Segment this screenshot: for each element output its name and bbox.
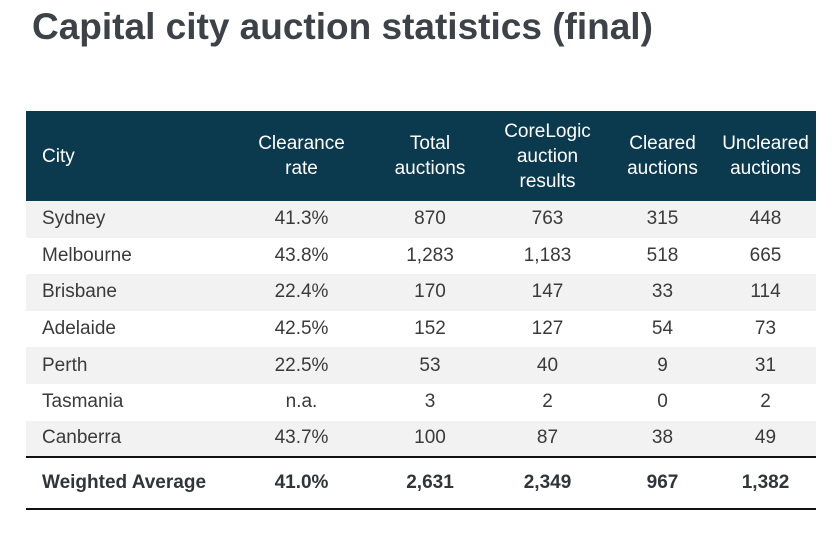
- cell-city: Tasmania: [42, 391, 124, 413]
- cell-corelogic: 87: [536, 427, 559, 449]
- cell-uncleared: 665: [749, 244, 782, 266]
- cell-total: 870: [414, 208, 446, 230]
- footer-cleared: 967: [610, 456, 715, 511]
- cell-corelogic: 127: [531, 318, 564, 340]
- cell-city: Adelaide: [42, 318, 116, 340]
- footer-uncleared: 1,382: [715, 456, 816, 511]
- cell-city: Sydney: [42, 208, 106, 230]
- cell-city: Brisbane: [42, 281, 117, 303]
- cell-total: 1,283: [406, 244, 454, 266]
- header-total-auctions-line2: auctions: [394, 158, 466, 179]
- header-cleared-auctions: Cleared auctions: [610, 111, 715, 201]
- table-row: Brisbane 22.4% 170 147 33 114: [26, 274, 816, 311]
- header-clearance-rate-line2: rate: [285, 158, 318, 179]
- cell-corelogic: 147: [531, 281, 564, 303]
- header-corelogic-line1: CoreLogic: [504, 120, 591, 142]
- cell-cleared: 33: [651, 281, 674, 303]
- page-title: Capital city auction statistics (final): [32, 6, 653, 47]
- footer-corelogic: 2,349: [485, 456, 610, 511]
- table-row: Perth 22.5% 53 40 9 31: [26, 347, 816, 384]
- cell-cleared: 0: [657, 391, 668, 413]
- cell-clearance-rate: n.a.: [285, 391, 318, 413]
- header-corelogic-line3: results: [519, 170, 576, 192]
- cell-cleared: 9: [657, 354, 668, 376]
- cell-clearance-rate: 41.3%: [274, 208, 329, 230]
- header-city: City: [42, 145, 75, 167]
- cell-corelogic: 1,183: [523, 244, 572, 266]
- cell-cleared: 54: [651, 318, 674, 340]
- table-row: Sydney 41.3% 870 763 315 448: [26, 201, 816, 238]
- table-row: Canberra 43.7% 100 87 38 49: [26, 420, 816, 458]
- cell-uncleared: 31: [754, 354, 777, 376]
- cell-clearance-rate: 42.5%: [274, 318, 329, 340]
- header-uncleared-line2: auctions: [730, 158, 801, 179]
- header-cleared-line1: Cleared: [629, 133, 696, 154]
- cell-city: Canberra: [42, 427, 122, 449]
- table-row: Melbourne 43.8% 1,283 1,183 518 665: [26, 237, 816, 275]
- header-uncleared-auctions: Uncleared auctions: [715, 111, 816, 201]
- cell-city: Melbourne: [42, 244, 132, 266]
- header-total-auctions-line1: Total: [409, 133, 451, 154]
- table-row: Tasmania n.a. 3 2 0 2: [26, 383, 816, 421]
- cell-clearance-rate: 22.4%: [274, 281, 329, 303]
- cell-uncleared: 2: [760, 391, 771, 413]
- header-uncleared-line1: Uncleared: [722, 133, 809, 154]
- cell-total: 170: [414, 281, 446, 303]
- cell-corelogic: 2: [542, 391, 553, 413]
- footer-city: Weighted Average: [26, 456, 228, 511]
- cell-uncleared: 49: [754, 427, 777, 449]
- cell-cleared: 38: [651, 427, 674, 449]
- cell-cleared: 518: [646, 244, 679, 266]
- auction-statistics-table: City Clearance rate Total auctions CoreL…: [26, 111, 816, 511]
- cell-total: 152: [414, 318, 446, 340]
- cell-corelogic: 40: [536, 354, 559, 376]
- table-row: Adelaide 42.5% 152 127 54 73: [26, 310, 816, 348]
- cell-uncleared: 448: [749, 208, 782, 230]
- cell-corelogic: 763: [531, 208, 564, 230]
- cell-clearance-rate: 22.5%: [274, 354, 329, 376]
- header-cleared-line2: auctions: [627, 158, 698, 179]
- footer-clearance-rate: 41.0%: [228, 456, 375, 511]
- header-clearance-rate-line1: Clearance: [258, 133, 345, 154]
- cell-clearance-rate: 43.8%: [274, 244, 329, 266]
- cell-total: 3: [424, 391, 436, 413]
- header-total-auctions: Total auctions: [375, 111, 485, 201]
- cell-clearance-rate: 43.7%: [274, 427, 329, 449]
- weighted-average-row: Weighted Average 41.0% 2,631 2,349 967 1…: [26, 456, 816, 511]
- footer-total: 2,631: [375, 456, 485, 511]
- cell-cleared: 315: [646, 208, 679, 230]
- cell-uncleared: 73: [754, 318, 777, 340]
- cell-city: Perth: [42, 354, 88, 376]
- header-corelogic-results: CoreLogic auction results: [485, 111, 610, 201]
- cell-total: 53: [419, 354, 441, 376]
- header-clearance-rate: Clearance rate: [228, 111, 375, 201]
- cell-total: 100: [414, 427, 446, 449]
- cell-uncleared: 114: [750, 281, 781, 303]
- table-header-row: City Clearance rate Total auctions CoreL…: [26, 111, 816, 201]
- header-corelogic-line2: auction: [516, 145, 579, 167]
